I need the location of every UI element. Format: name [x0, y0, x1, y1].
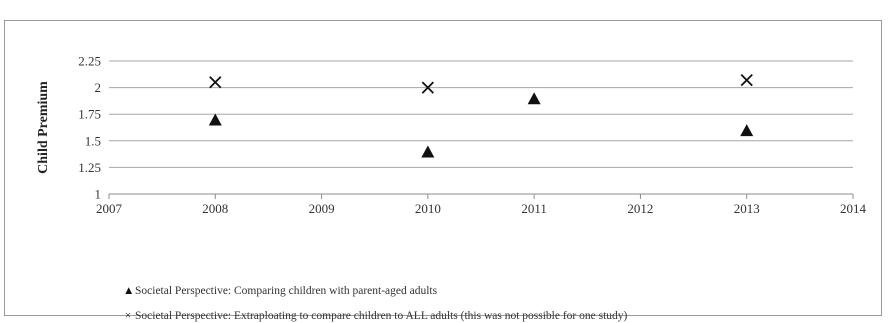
- x-point: [209, 76, 222, 89]
- x-tick-label: 2009: [309, 201, 335, 216]
- triangle-point: [527, 92, 541, 105]
- triangle-point: [421, 145, 435, 158]
- triangle-point: [208, 113, 222, 126]
- y-tick-label: 1.25: [78, 160, 101, 175]
- legend-item-x: × Societal Perspective: Extraploating to …: [123, 310, 628, 322]
- x-tick-label: 2008: [202, 201, 228, 216]
- x-tick-label: 2013: [734, 201, 760, 216]
- x-tick-label: 2011: [521, 201, 547, 216]
- y-tick-label: 1: [95, 187, 102, 202]
- x-tick-label: 2014: [840, 201, 867, 216]
- chart-frame: 1 1.25 1.5 1.75 2 2.25 2007 2008 2009 2010 2011 201…: [4, 20, 882, 322]
- legend-marker-triangle: ▲: [123, 285, 135, 297]
- x-point: [740, 74, 753, 87]
- triangle-point: [740, 124, 754, 137]
- x-point: [421, 81, 434, 94]
- scatter-chart: 1 1.25 1.5 1.75 2 2.25 2007 2008 2009 2010 2011 201…: [36, 54, 867, 217]
- y-tick-label: 2.25: [78, 54, 101, 69]
- y-tick-label: 2: [95, 80, 102, 95]
- legend-label-triangle: Societal Perspective: Comparing children…: [135, 285, 438, 297]
- legend-item-triangle: ▲Societal Perspective: Comparing childre…: [123, 285, 437, 297]
- y-tick-label: 1.75: [78, 107, 101, 122]
- x-tick-label: 2012: [627, 201, 653, 216]
- y-axis-label: Child Premium: [36, 81, 51, 174]
- x-tick-label: 2007: [96, 201, 123, 216]
- legend-marker-x: ×: [124, 310, 132, 322]
- y-tick-label: 1.5: [85, 133, 101, 148]
- x-tick-label: 2010: [415, 201, 441, 216]
- legend-label-x: Societal Perspective: Extraploating to c…: [135, 310, 628, 322]
